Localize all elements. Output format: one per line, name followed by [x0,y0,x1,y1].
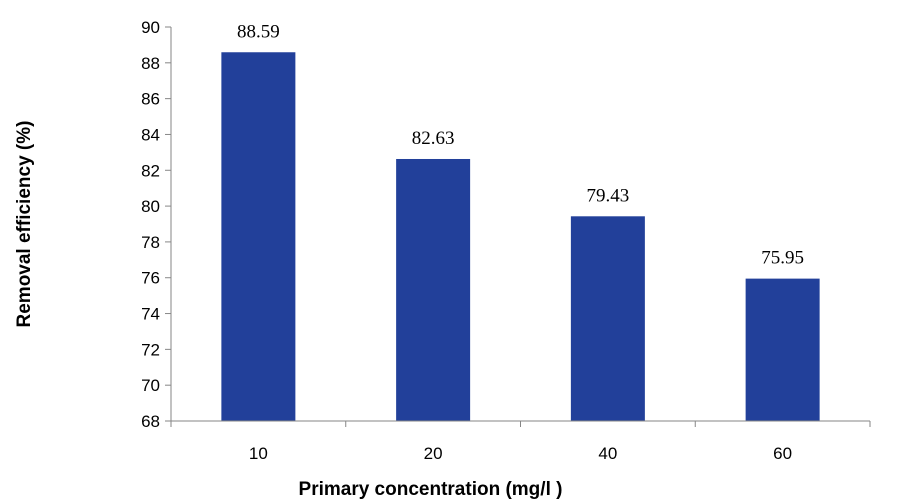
y-tick-label: 74 [141,305,160,324]
y-tick-label: 80 [141,197,160,216]
x-axis-ticks: 10 20 40 60 [170,421,871,463]
bar-20 [396,158,471,422]
y-axis-title: Removal efficiency (%) [14,121,35,328]
data-label-20: 82.63 [412,128,455,149]
x-tick-label: 10 [249,444,268,463]
x-tick-label: 40 [598,444,617,463]
y-tick-label: 88 [141,54,160,73]
y-tick-label: 90 [141,18,160,37]
y-tick-label: 68 [141,412,160,431]
y-tick-label: 70 [141,376,160,395]
data-label-40: 79.43 [587,185,630,206]
y-tick-label: 84 [141,125,160,144]
bar-40 [570,216,645,421]
x-tick-label: 20 [424,444,443,463]
bar-60 [745,278,820,421]
y-tick-label: 76 [141,269,160,288]
y-tick-label: 86 [141,90,160,109]
data-label-10: 88.59 [237,21,280,42]
bars [221,52,820,422]
data-labels: 88.59 82.63 79.43 75.95 [237,21,804,268]
data-label-60: 75.95 [761,248,804,269]
x-axis-title: Primary concentration (mg/l ) [299,479,563,500]
y-tick-label: 82 [141,161,160,180]
y-tick-label: 72 [141,340,160,359]
bar-10 [221,52,296,421]
x-tick-label: 60 [773,444,792,463]
y-axis-ticks: 68 70 72 74 76 78 80 82 84 86 88 90 [141,18,171,431]
y-tick-label: 78 [141,233,160,252]
